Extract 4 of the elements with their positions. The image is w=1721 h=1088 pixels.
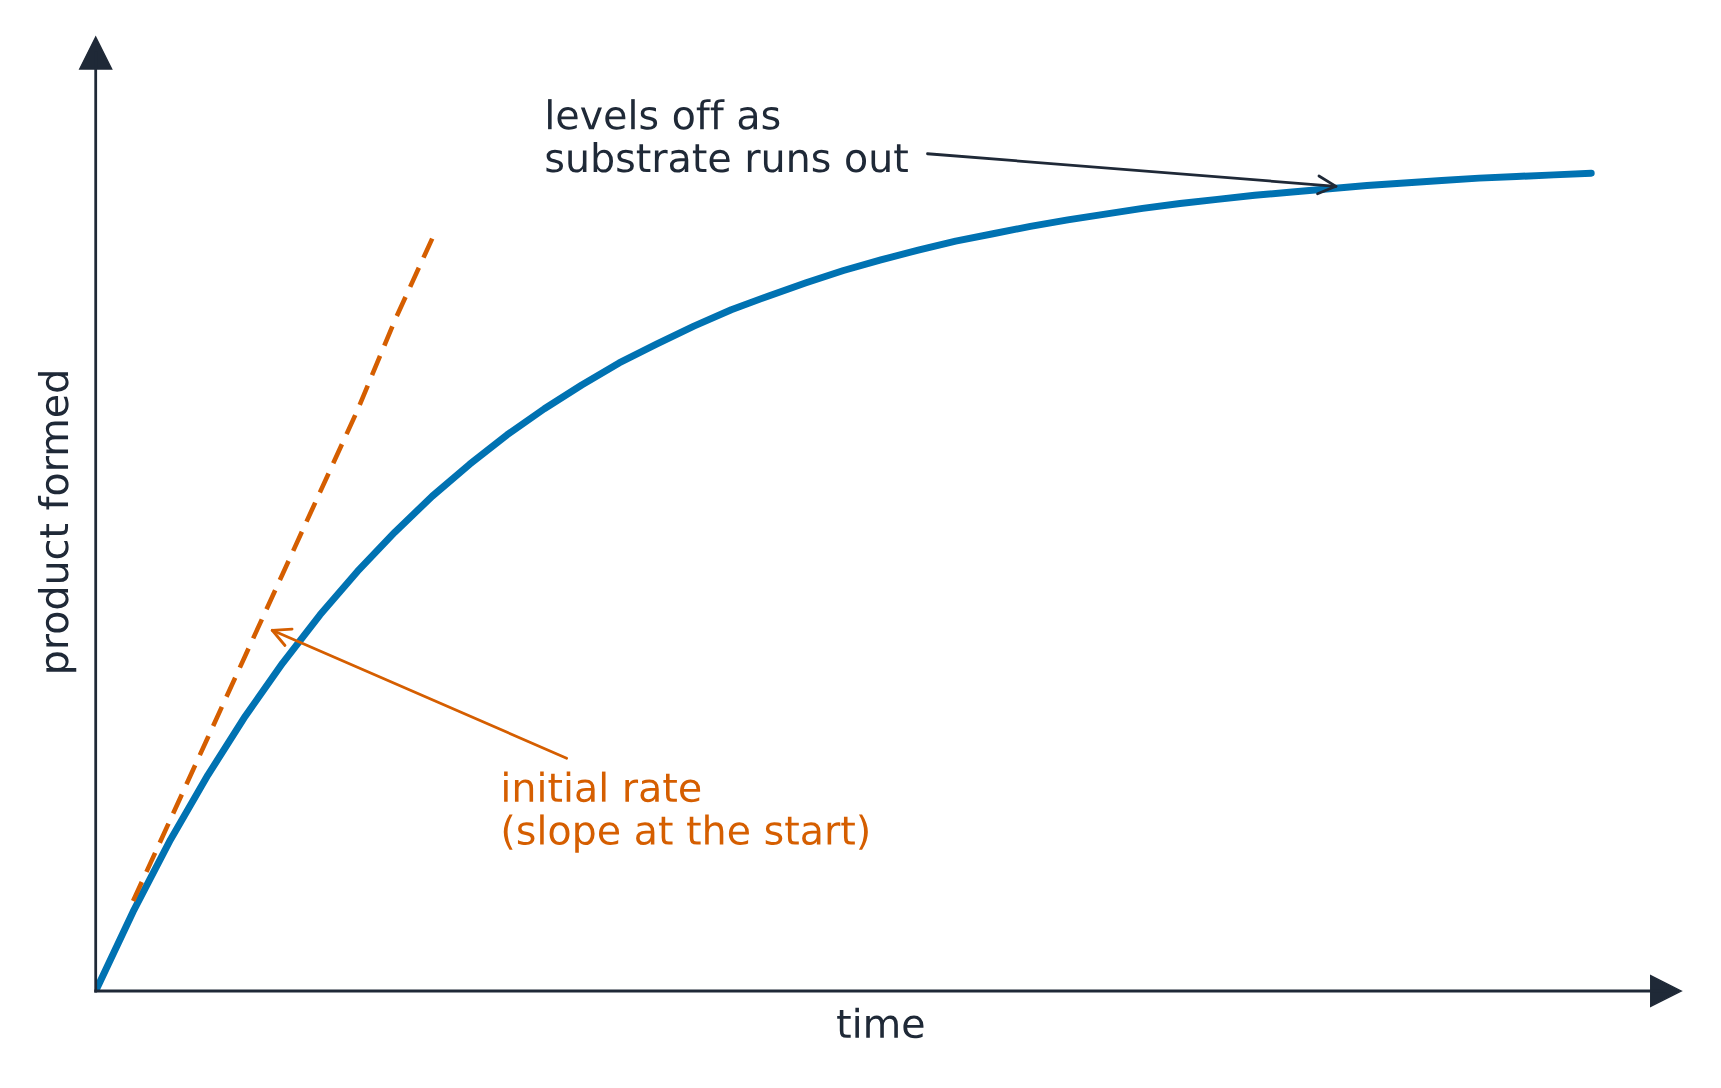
text: levels off as substrate runs out: [546, 99, 908, 173]
y-axis-title: product formed: [37, 372, 77, 672]
x-axis-title: time: [837, 1007, 924, 1039]
annotation: initial rate (slope at the start): [503, 771, 868, 853]
